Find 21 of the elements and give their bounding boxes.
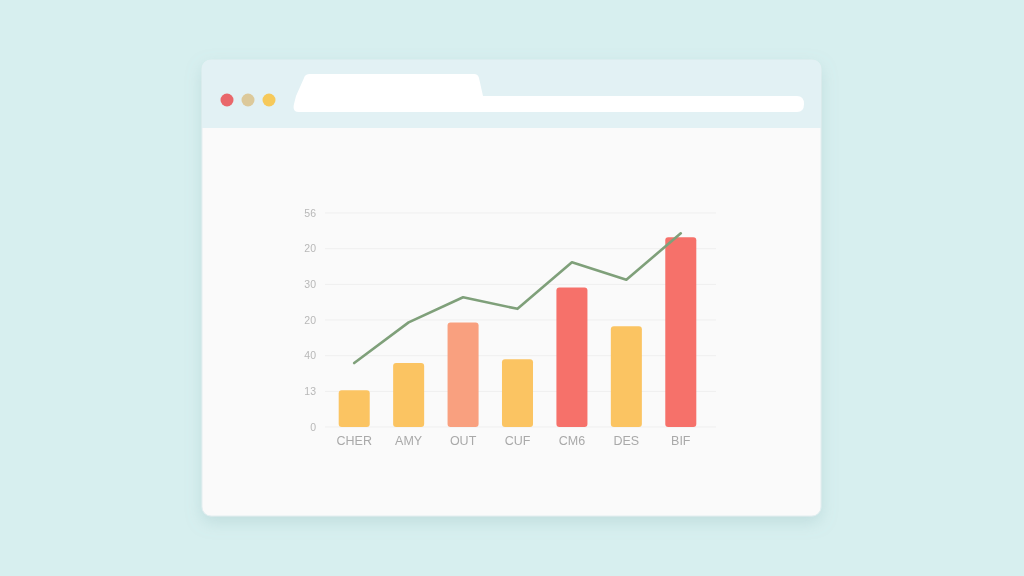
text: 56 [304,206,317,219]
bar [665,237,697,427]
bar [556,287,588,427]
text: 20 [304,242,317,255]
x-tick-label: CHER [336,434,372,448]
text: 40 [304,349,317,362]
x-tick-label: CUF [504,434,531,448]
x-tick-label: DES [613,434,640,448]
x-tick-label: BIF [671,434,691,448]
bar [501,359,534,427]
bar [610,326,642,427]
x-tick-label: AMY [395,434,423,448]
text: 30 [304,278,317,291]
x-tick-label: OUT [449,434,477,448]
x-tick-label: CM6 [558,434,586,448]
text: 20 [304,313,317,326]
bar [393,363,425,427]
bar [338,390,370,427]
text: 0 [310,420,317,433]
text: 13 [304,385,317,398]
bar [447,322,479,427]
